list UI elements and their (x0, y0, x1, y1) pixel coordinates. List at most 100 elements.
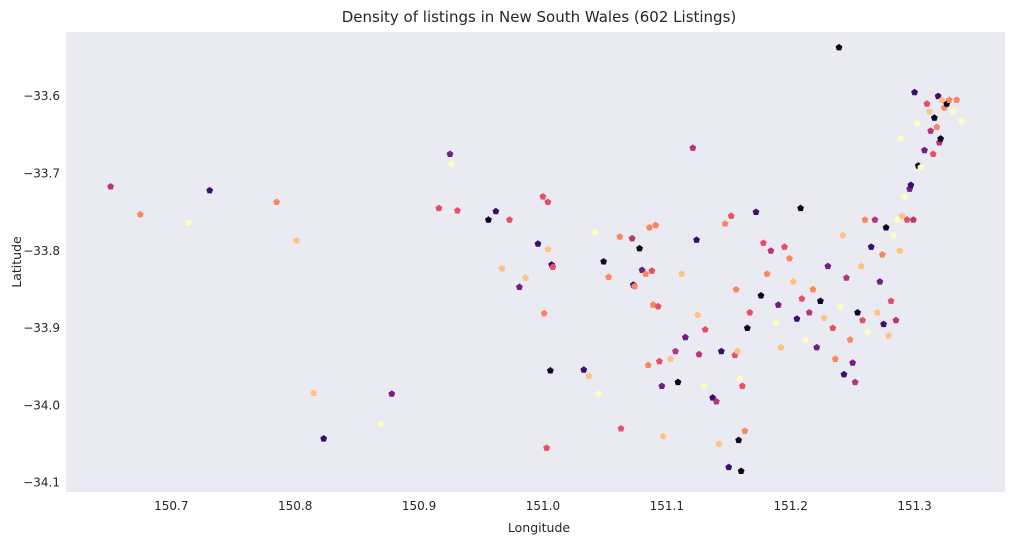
data-point (878, 251, 886, 258)
data-point (701, 326, 709, 333)
data-point (636, 244, 643, 252)
y-tick-label: −33.6 (23, 89, 60, 103)
data-point (923, 100, 931, 107)
data-point (738, 382, 746, 389)
data-point (700, 382, 708, 389)
data-point (927, 127, 935, 134)
data-point (549, 263, 557, 270)
data-point (903, 216, 911, 223)
data-point (893, 216, 901, 223)
data-point (926, 108, 933, 115)
data-point (885, 332, 892, 339)
plot-area (66, 32, 1005, 492)
data-point (937, 135, 945, 142)
y-axis-label: Latitude (9, 236, 24, 288)
data-point (693, 236, 700, 243)
data-point (813, 343, 821, 351)
data-point (859, 316, 866, 324)
data-point (854, 309, 862, 316)
data-point (890, 231, 897, 239)
data-point (681, 333, 689, 341)
data-point (824, 262, 832, 270)
data-point (644, 361, 652, 369)
data-point (591, 228, 599, 236)
data-point (820, 314, 828, 321)
data-point (781, 243, 788, 250)
data-point (760, 239, 767, 246)
data-point (616, 233, 624, 240)
data-point (949, 108, 957, 115)
data-point (736, 374, 744, 382)
data-point (921, 146, 928, 154)
data-point (715, 440, 723, 447)
data-point (642, 270, 650, 277)
data-point (876, 278, 884, 285)
y-tick-label: −33.7 (23, 166, 60, 180)
data-point (674, 378, 682, 386)
data-point (648, 267, 656, 274)
data-point (774, 301, 782, 308)
data-point (310, 389, 318, 396)
data-point (851, 378, 859, 386)
data-point (447, 160, 455, 168)
data-point (809, 285, 817, 293)
data-point (909, 216, 917, 223)
data-point (617, 425, 625, 432)
data-point (534, 240, 542, 247)
data-point (849, 359, 857, 366)
data-point (539, 193, 547, 200)
data-point (638, 266, 646, 274)
data-point (772, 319, 780, 326)
data-point (454, 206, 461, 214)
data-point (717, 347, 725, 355)
data-point (846, 336, 854, 343)
data-point (580, 366, 588, 373)
data-point (506, 216, 513, 223)
data-point (709, 394, 717, 401)
x-tick-label: 151.0 (526, 499, 560, 513)
data-point (658, 382, 666, 389)
data-point (667, 355, 674, 362)
data-point (917, 163, 925, 171)
data-point (721, 220, 729, 227)
data-point (871, 216, 879, 223)
x-tick-label: 151.1 (650, 499, 684, 513)
data-point (777, 343, 785, 351)
y-tick-label: −33.9 (23, 321, 60, 335)
data-point (901, 193, 909, 200)
data-point (546, 367, 554, 374)
data-point (655, 357, 663, 365)
data-point (585, 372, 593, 379)
data-point (873, 309, 881, 316)
data-point (913, 119, 921, 127)
data-point (802, 336, 809, 343)
data-point (929, 150, 937, 158)
data-point (631, 282, 639, 290)
data-point (388, 390, 396, 397)
data-point (734, 347, 741, 355)
points-layer (107, 43, 966, 475)
x-tick-label: 151.2 (774, 499, 808, 513)
data-point (945, 96, 953, 103)
x-tick-label: 150.7 (154, 499, 188, 513)
chart-title: Density of listings in New South Wales (… (342, 8, 737, 26)
y-tick-label: −33.8 (23, 244, 60, 258)
data-point (934, 92, 942, 100)
data-point (435, 204, 443, 212)
y-tick-label: −34.1 (23, 476, 60, 490)
data-point (498, 264, 506, 272)
data-point (843, 274, 850, 281)
data-point (654, 302, 662, 310)
data-point (898, 212, 906, 219)
data-point (646, 224, 653, 231)
data-point (805, 309, 813, 316)
data-point (672, 347, 679, 355)
data-point (797, 204, 805, 212)
data-point (857, 262, 865, 270)
data-point (273, 198, 281, 205)
data-point (544, 245, 552, 253)
data-point (185, 219, 193, 226)
data-point (727, 212, 735, 219)
